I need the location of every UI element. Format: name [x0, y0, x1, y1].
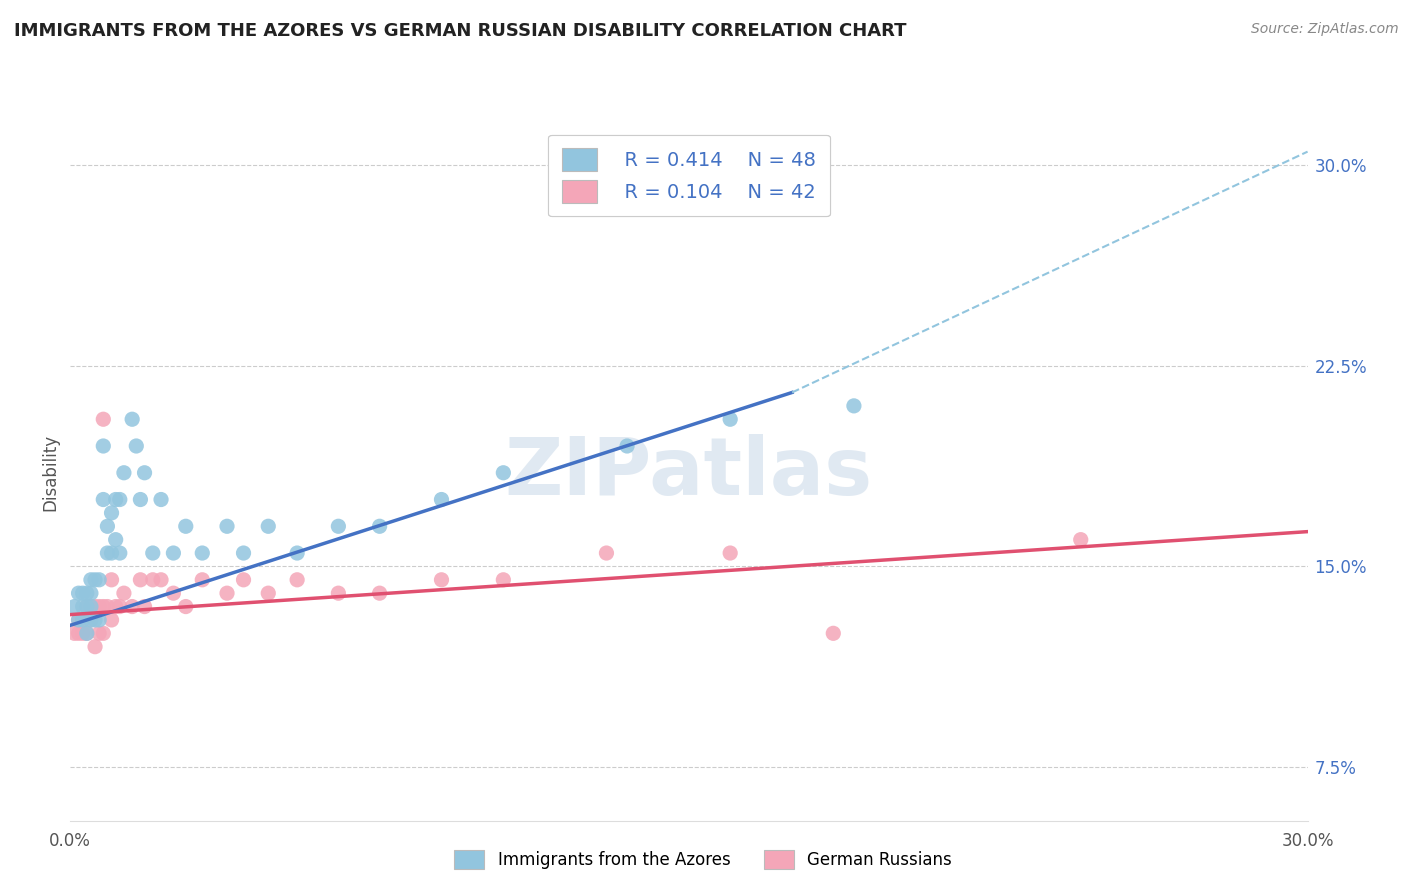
Point [80, 586, 103, 600]
Point [162, 546, 184, 560]
Point [72, 626, 94, 640]
Point [67, 626, 90, 640]
Point [100, 573, 122, 587]
Point [121, 412, 143, 426]
Point [96, 546, 118, 560]
Point [328, 519, 350, 533]
Point [76, 599, 98, 614]
Point [96, 599, 118, 614]
Point [100, 506, 122, 520]
Point [96, 519, 118, 533]
Point [430, 573, 453, 587]
Point [84, 599, 107, 614]
Point [823, 626, 845, 640]
Point [1070, 533, 1092, 547]
Point [142, 546, 165, 560]
Point [104, 492, 127, 507]
Point [616, 439, 638, 453]
Point [84, 573, 107, 587]
Point [842, 399, 865, 413]
Text: Source: ZipAtlas.com: Source: ZipAtlas.com [1251, 22, 1399, 37]
Text: IMMIGRANTS FROM THE AZORES VS GERMAN RUSSIAN DISABILITY CORRELATION CHART: IMMIGRANTS FROM THE AZORES VS GERMAN RUS… [14, 22, 907, 40]
Point [129, 573, 152, 587]
Point [104, 599, 127, 614]
Point [174, 519, 197, 533]
Point [63, 599, 86, 614]
Point [76, 626, 98, 640]
Point [108, 546, 131, 560]
Point [84, 640, 107, 654]
Point [368, 586, 391, 600]
Point [108, 492, 131, 507]
Point [67, 586, 90, 600]
Point [492, 466, 515, 480]
Point [104, 533, 127, 547]
Point [76, 626, 98, 640]
Point [112, 586, 135, 600]
Point [80, 573, 103, 587]
Point [191, 573, 214, 587]
Point [112, 466, 135, 480]
Point [718, 546, 741, 560]
Point [125, 439, 148, 453]
Point [89, 613, 111, 627]
Point [150, 492, 173, 507]
Point [430, 492, 453, 507]
Point [100, 546, 122, 560]
Point [215, 519, 238, 533]
Point [257, 586, 280, 600]
Point [91, 599, 114, 614]
Point [84, 613, 107, 627]
Point [72, 586, 94, 600]
Point [174, 599, 197, 614]
Point [67, 613, 90, 627]
Point [150, 573, 173, 587]
Point [100, 613, 122, 627]
Point [91, 439, 114, 453]
Point [257, 519, 280, 533]
Point [162, 586, 184, 600]
Legend: Immigrants from the Azores, German Russians: Immigrants from the Azores, German Russi… [444, 840, 962, 880]
Point [232, 573, 254, 587]
Point [215, 586, 238, 600]
Point [76, 586, 98, 600]
Point [72, 599, 94, 614]
Point [72, 613, 94, 627]
Point [134, 599, 156, 614]
Point [80, 613, 103, 627]
Point [285, 546, 308, 560]
Point [91, 626, 114, 640]
Point [63, 626, 86, 640]
Point [67, 613, 90, 627]
Point [80, 599, 103, 614]
Point [129, 492, 152, 507]
Point [76, 599, 98, 614]
Point [80, 599, 103, 614]
Point [89, 573, 111, 587]
Point [89, 626, 111, 640]
Point [191, 546, 214, 560]
Point [91, 492, 114, 507]
Point [80, 613, 103, 627]
Y-axis label: Disability: Disability [41, 434, 59, 511]
Point [91, 412, 114, 426]
Point [121, 599, 143, 614]
Point [232, 546, 254, 560]
Point [718, 412, 741, 426]
Legend:   R = 0.414    N = 48,   R = 0.104    N = 42: R = 0.414 N = 48, R = 0.104 N = 42 [548, 135, 830, 217]
Point [142, 573, 165, 587]
Point [492, 573, 515, 587]
Point [72, 613, 94, 627]
Point [108, 599, 131, 614]
Point [285, 573, 308, 587]
Text: ZIPatlas: ZIPatlas [505, 434, 873, 512]
Point [595, 546, 617, 560]
Point [134, 466, 156, 480]
Point [328, 586, 350, 600]
Point [89, 599, 111, 614]
Point [368, 519, 391, 533]
